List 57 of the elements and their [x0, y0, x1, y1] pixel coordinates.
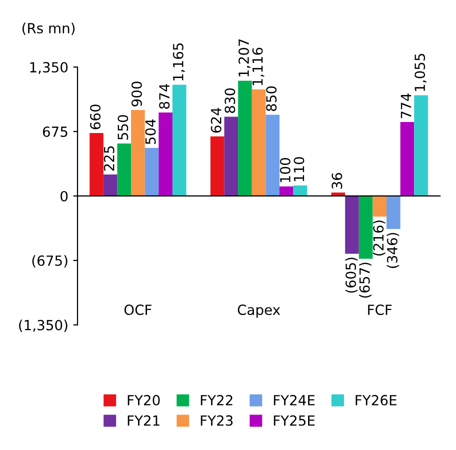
x-tick-label: FCF [368, 304, 392, 316]
data-label: 1,116 [252, 48, 264, 86]
bar [414, 95, 428, 196]
data-label: (216) [372, 220, 386, 256]
data-label: 225 [104, 146, 114, 171]
data-label: 830 [224, 88, 236, 113]
bar [158, 112, 172, 196]
bar [266, 114, 280, 196]
legend-label: FY22 [200, 394, 232, 406]
bar [358, 196, 373, 259]
data-label: 850 [266, 86, 277, 112]
bar [210, 136, 224, 196]
legend-label: FY24E [274, 394, 315, 406]
x-tick-label: Capex [238, 304, 280, 318]
legend-label: FY21 [128, 415, 160, 426]
legend-label: FY26E [356, 394, 396, 406]
y-tick-label: (1,350) [19, 320, 68, 332]
data-label: 660 [90, 104, 101, 130]
data-label: 100 [280, 158, 290, 182]
y-tick-label: 0 [60, 190, 68, 202]
data-label: (605) [345, 258, 358, 293]
bar [117, 143, 132, 196]
bar [400, 122, 414, 196]
bar [345, 196, 359, 254]
data-label: 1,165 [172, 43, 185, 80]
data-label: (657) [359, 262, 372, 298]
data-label: 1,055 [414, 54, 426, 91]
bar [372, 196, 387, 217]
bar [224, 116, 238, 196]
data-label: 624 [210, 108, 222, 133]
legend-label: FY25E [274, 415, 315, 426]
bar [386, 196, 400, 230]
data-label: 550 [118, 115, 128, 140]
bar [252, 89, 266, 196]
y-axis-title: (Rs mn) [22, 22, 75, 36]
data-label: 36 [332, 172, 342, 189]
y-tick-label: 675 [42, 126, 68, 137]
data-label: (346) [386, 232, 400, 268]
data-label: 900 [131, 82, 142, 106]
data-label: 774 [400, 94, 412, 118]
bar [279, 186, 294, 196]
data-label: 504 [145, 119, 156, 144]
y-tick-label: 1,350 [30, 62, 68, 74]
data-label: 110 [294, 157, 304, 182]
bar [238, 80, 252, 196]
y-tick-label: (675) [32, 255, 68, 268]
bar [172, 84, 186, 196]
legend-label: FY20 [128, 394, 160, 406]
data-label: 1,207 [238, 39, 250, 76]
bar [131, 110, 145, 196]
x-tick-label: OCF [124, 304, 152, 316]
bar [90, 132, 104, 196]
data-label: 874 [159, 84, 170, 109]
bar [144, 148, 159, 196]
bar [103, 174, 118, 196]
bar [293, 185, 308, 196]
legend-label: FY23 [200, 415, 233, 426]
